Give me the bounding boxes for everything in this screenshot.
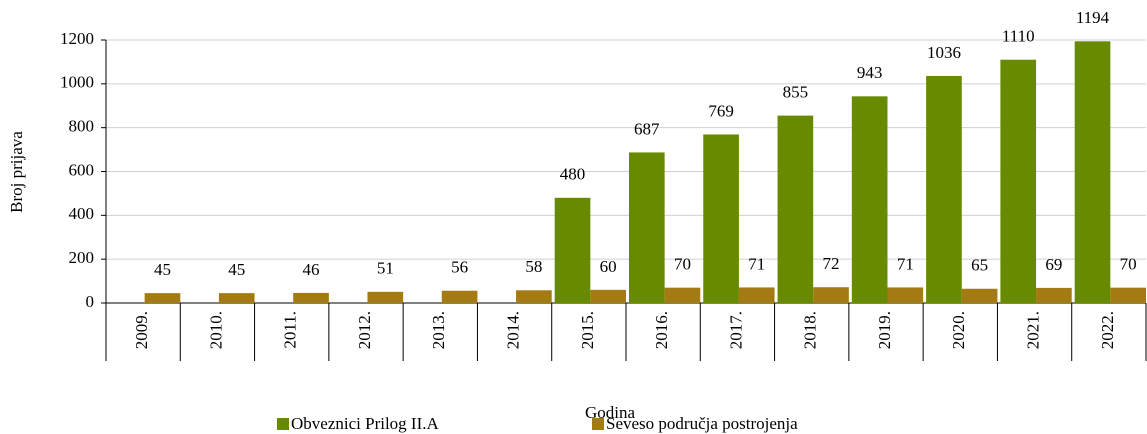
bar: [926, 75, 962, 304]
bar: [218, 293, 255, 303]
data-label: 51: [377, 259, 394, 278]
legend-label: Seveso područja postrojenja: [606, 414, 798, 433]
legend-label: Obveznici Prilog II.A: [291, 414, 439, 433]
data-label: 65: [971, 256, 988, 275]
y-tick-label: 400: [69, 204, 95, 223]
bar: [887, 287, 924, 303]
bar: [367, 291, 404, 303]
bar: [1000, 59, 1037, 303]
x-tick-label: 2014.: [503, 311, 522, 349]
y-tick-label: 800: [69, 117, 95, 136]
x-tick-label: 2022.: [1098, 311, 1117, 349]
bar: [1074, 41, 1111, 303]
data-label: 46: [303, 260, 320, 279]
bar: [1110, 287, 1146, 303]
y-tick-label: 600: [69, 160, 95, 179]
data-label: 687: [634, 119, 660, 138]
bar: [441, 290, 478, 303]
y-tick-label: 1200: [60, 29, 94, 48]
bar: [516, 290, 552, 303]
x-tick-label: 2018.: [801, 311, 820, 349]
data-label: 60: [600, 257, 617, 276]
bar: [554, 197, 591, 303]
bar: [851, 96, 888, 303]
data-label: 1194: [1076, 8, 1110, 27]
bar: [703, 134, 739, 303]
data-label: 943: [857, 63, 883, 82]
data-label: 480: [560, 165, 586, 184]
x-tick-label: 2011.: [281, 311, 300, 349]
bar: [813, 287, 849, 303]
data-label: 45: [228, 260, 245, 279]
data-label: 56: [451, 258, 468, 277]
bar: [590, 289, 626, 303]
data-label: 71: [897, 254, 914, 273]
data-label: 72: [823, 254, 840, 273]
data-label: 769: [708, 101, 734, 120]
x-axis-title: Godina: [585, 403, 636, 422]
data-label: 855: [783, 83, 809, 102]
bar: [664, 287, 701, 303]
y-tick-label: 1000: [60, 73, 94, 92]
data-label: 69: [1045, 255, 1062, 274]
bar: [1036, 287, 1072, 303]
bar: [628, 152, 665, 303]
x-tick-label: 2010.: [206, 311, 225, 349]
x-tick-label: 2009.: [132, 311, 151, 349]
bar: [293, 292, 329, 303]
bar: [144, 293, 181, 303]
x-tick-label: 2019.: [875, 311, 894, 349]
bar: [961, 288, 998, 303]
data-label: 71: [748, 254, 765, 273]
x-tick-label: 2020.: [949, 311, 968, 349]
x-tick-label: 2016.: [652, 311, 671, 349]
data-label: 58: [525, 257, 542, 276]
data-label: 1110: [1002, 27, 1035, 46]
legend-swatch: [592, 418, 604, 430]
data-label: 45: [154, 260, 171, 279]
y-tick-label: 0: [86, 292, 95, 311]
legend-swatch: [277, 418, 289, 430]
x-tick-label: 2017.: [726, 311, 745, 349]
bar: [738, 287, 775, 303]
y-tick-label: 200: [69, 248, 95, 267]
data-label: 70: [1120, 255, 1137, 274]
x-tick-label: 2021.: [1023, 311, 1042, 349]
x-tick-label: 2015.: [578, 311, 597, 349]
y-axis-title: Broj prijava: [7, 131, 26, 213]
bar: [777, 115, 814, 303]
data-label: 1036: [927, 43, 961, 62]
data-label: 70: [674, 255, 691, 274]
x-tick-label: 2013.: [429, 311, 448, 349]
x-tick-label: 2012.: [355, 311, 374, 349]
